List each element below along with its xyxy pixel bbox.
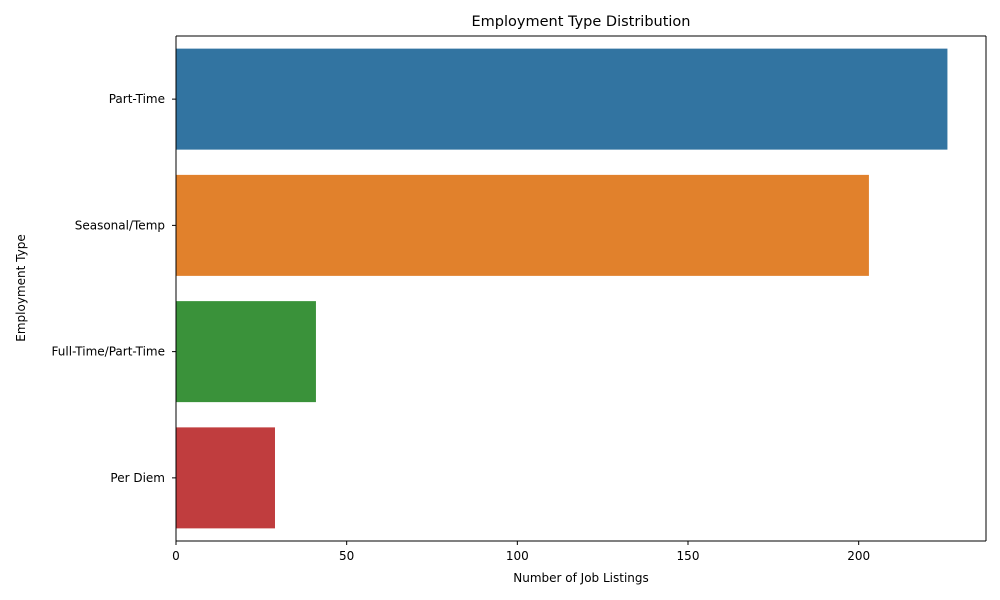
x-tick-label: 50 <box>339 549 354 563</box>
bar-seasonal-temp <box>176 174 869 276</box>
x-tick-label: 0 <box>172 549 180 563</box>
x-axis-title: Number of Job Listings <box>513 571 649 585</box>
y-tick-label: Seasonal/Temp <box>75 218 165 232</box>
bar-full-time-part-time <box>176 301 316 403</box>
y-tick-label: Full-Time/Part-Time <box>52 345 165 359</box>
x-tick-label: 150 <box>677 549 700 563</box>
axes-frame <box>175 35 987 542</box>
bar-part-time <box>176 48 948 150</box>
y-axis-ticks: Part-Time Seasonal/Temp Full-Time/Part-Tim… <box>52 92 176 485</box>
x-tick-label: 200 <box>847 549 870 563</box>
x-tick-label: 100 <box>506 549 529 563</box>
x-axis-ticks: 0 50 100 150 200 <box>172 541 870 563</box>
bar-per-diem <box>176 427 275 529</box>
y-tick-label: Part-Time <box>109 92 165 106</box>
y-axis-title: Employment Type <box>14 234 28 341</box>
y-tick-label: Per Diem <box>110 471 165 485</box>
chart-title: Employment Type Distribution <box>471 14 690 30</box>
bars-group <box>176 48 948 529</box>
